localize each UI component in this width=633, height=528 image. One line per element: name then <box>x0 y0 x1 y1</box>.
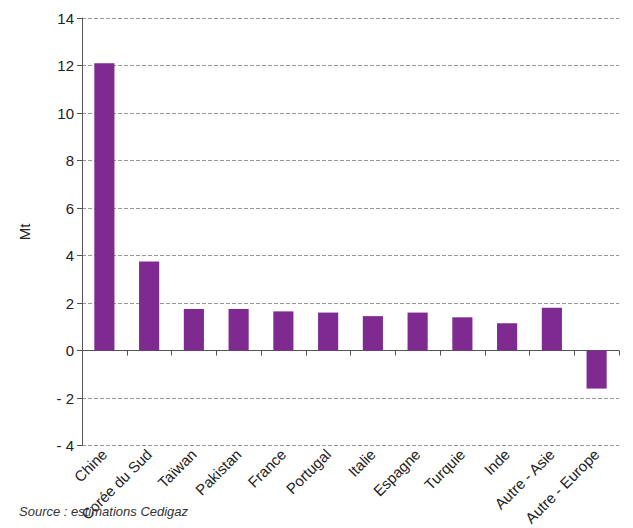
svg-text:Autre - Europe: Autre - Europe <box>522 446 603 527</box>
svg-text:Taïwan: Taïwan <box>154 445 200 492</box>
svg-text:Portugal: Portugal <box>283 446 334 497</box>
svg-text:12: 12 <box>57 57 74 74</box>
svg-text:Chine: Chine <box>71 446 111 486</box>
svg-text:Inde: Inde <box>480 446 513 479</box>
svg-text:Mt: Mt <box>16 223 33 240</box>
svg-text:- 2: - 2 <box>56 390 74 407</box>
svg-text:Corée du Sud: Corée du Sud <box>77 445 156 523</box>
svg-text:- 4: - 4 <box>56 437 74 454</box>
svg-text:10: 10 <box>57 105 74 122</box>
svg-text:6: 6 <box>66 200 74 217</box>
svg-text:Source : estimations Cedigaz: Source : estimations Cedigaz <box>19 504 189 519</box>
svg-text:Italie: Italie <box>344 446 378 480</box>
svg-text:8: 8 <box>66 152 74 169</box>
svg-text:2: 2 <box>66 295 74 312</box>
svg-text:Pakistan: Pakistan <box>192 446 245 499</box>
svg-text:14: 14 <box>57 10 74 27</box>
svg-text:4: 4 <box>66 247 74 264</box>
svg-text:Turquie: Turquie <box>421 446 469 494</box>
svg-text:France: France <box>244 445 290 491</box>
svg-text:Autre - Asie: Autre - Asie <box>491 445 558 513</box>
svg-text:Espagne: Espagne <box>370 446 424 500</box>
svg-text:0: 0 <box>66 342 74 359</box>
